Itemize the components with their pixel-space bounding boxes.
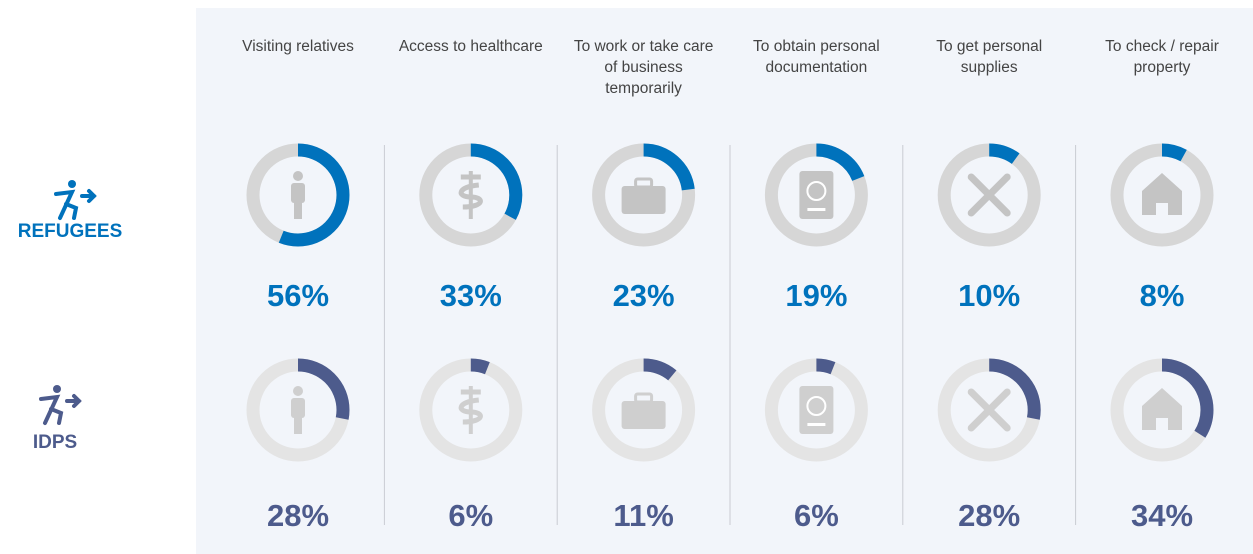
icon [1142, 388, 1182, 430]
icon-part [634, 392, 654, 404]
value-label: 6% [448, 498, 493, 533]
value-label: 34% [1131, 498, 1193, 533]
category-label: To work or take care of business tempora… [573, 38, 714, 97]
icon-part [294, 201, 302, 219]
donut-arc [419, 143, 523, 247]
donut-arc [419, 358, 523, 462]
donut-arc [1110, 358, 1214, 462]
value-label: 6% [794, 498, 839, 533]
icon-part [1142, 388, 1182, 430]
icon-part [967, 388, 1011, 432]
category-label: Access to healthcare [398, 38, 543, 55]
donut-arc [246, 143, 350, 247]
icon [458, 386, 483, 434]
icon-part [294, 416, 302, 434]
icon-part [807, 423, 826, 426]
icon-part [293, 171, 303, 181]
category-label: To check / repair property [1105, 38, 1219, 76]
group-icon [54, 180, 97, 220]
legend-label: IDPS [33, 432, 77, 453]
icon-part [967, 173, 1011, 217]
donut-arc [937, 143, 1041, 247]
icon-part [806, 181, 827, 201]
donut-arc [592, 358, 696, 462]
value-label: 19% [785, 278, 847, 313]
icon [458, 171, 483, 219]
icon-part [807, 208, 826, 211]
value-label: 23% [613, 278, 675, 313]
icon-part [54, 189, 97, 220]
value-label: 56% [267, 278, 329, 313]
value-label: 11% [613, 498, 673, 533]
icon-part [39, 394, 82, 425]
value-label: 8% [1140, 278, 1185, 313]
icon [291, 386, 305, 434]
donut-arc [592, 143, 696, 247]
icon-part [68, 180, 76, 188]
icon-part [799, 171, 834, 219]
value-label: 28% [958, 498, 1020, 533]
legend-label: REFUGEES [18, 221, 123, 242]
icon [621, 392, 666, 429]
icon-part [53, 385, 61, 393]
group-icon [39, 385, 82, 425]
value-label: 33% [440, 278, 502, 313]
icon-part [291, 398, 305, 418]
icon-part [621, 401, 666, 429]
category-label: Visiting relatives [242, 38, 354, 55]
icon-part [799, 386, 834, 434]
donut-arc [1110, 143, 1214, 247]
donut-arc [764, 358, 868, 462]
icon-part [293, 386, 303, 396]
icon-part [621, 186, 666, 214]
icon [621, 177, 666, 214]
icon-part [806, 396, 827, 416]
value-label: 10% [958, 278, 1020, 313]
icon-part [458, 174, 483, 210]
icon [1142, 173, 1182, 215]
category-label: To get personal supplies [936, 38, 1043, 76]
donut-arc [937, 358, 1041, 462]
panel [196, 8, 1253, 554]
value-label: 28% [267, 498, 329, 533]
icon-part [1142, 173, 1182, 215]
donut-arc [764, 143, 868, 247]
icon [799, 171, 834, 219]
icon [291, 171, 305, 219]
icon [967, 173, 1011, 217]
donut-arc [246, 358, 350, 462]
icon [967, 388, 1011, 432]
icon-part [458, 389, 483, 425]
icon [799, 386, 834, 434]
icon-part [634, 177, 654, 189]
icon-part [291, 183, 305, 203]
category-label: To obtain personal documentation [753, 38, 880, 76]
